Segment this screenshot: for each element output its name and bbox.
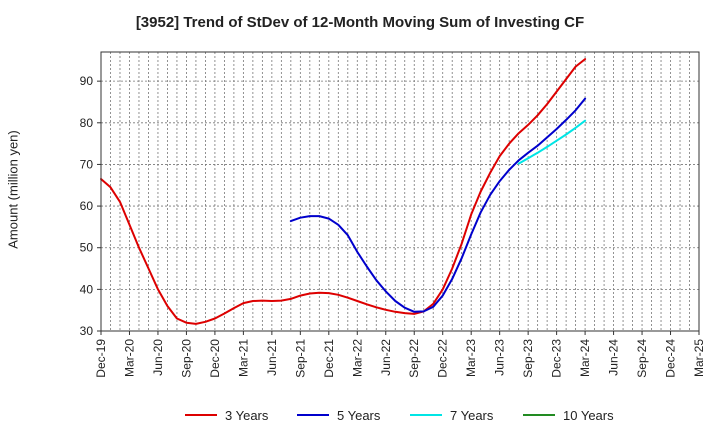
legend-label: 3 Years bbox=[225, 408, 269, 423]
x-tick-label: Sep-23 bbox=[521, 339, 535, 378]
legend-label: 5 Years bbox=[337, 408, 381, 423]
y-tick-label: 70 bbox=[80, 157, 94, 171]
x-tick-label: Jun-22 bbox=[379, 339, 393, 376]
series-line-3-years bbox=[100, 58, 587, 325]
x-axis-ticks: Dec-19 Mar-20 Jun-20 Sep-20 Dec-20 Mar-21 Jun-… bbox=[94, 331, 706, 378]
x-tick-label: Sep-20 bbox=[179, 339, 193, 378]
legend: 3 Years 5 Years 7 Years 10 Years bbox=[185, 408, 614, 423]
series-line-7-years bbox=[517, 119, 587, 165]
y-tick-label: 40 bbox=[80, 282, 94, 296]
x-tick-label: Mar-25 bbox=[692, 339, 706, 377]
x-tick-label: Dec-21 bbox=[322, 339, 336, 378]
legend-label: 10 Years bbox=[563, 408, 614, 423]
x-tick-label: Mar-24 bbox=[578, 339, 592, 377]
grid-lines bbox=[101, 52, 699, 331]
x-tick-label: Jun-21 bbox=[265, 339, 279, 376]
y-tick-label: 90 bbox=[80, 74, 94, 88]
x-tick-label: Sep-22 bbox=[407, 339, 421, 378]
plot-frame bbox=[100, 51, 700, 332]
series-lines bbox=[100, 58, 587, 325]
x-tick-label: Mar-21 bbox=[236, 339, 250, 377]
x-tick-label: Sep-21 bbox=[293, 339, 307, 378]
legend-label: 7 Years bbox=[450, 408, 494, 423]
y-axis-ticks: 30 40 50 60 70 80 90 bbox=[80, 74, 101, 338]
x-tick-label: Dec-23 bbox=[550, 339, 564, 378]
x-tick-label: Jun-24 bbox=[607, 339, 621, 376]
series-line-5-years bbox=[289, 97, 587, 313]
x-tick-label: Mar-20 bbox=[122, 339, 136, 377]
x-tick-label: Dec-20 bbox=[208, 339, 222, 378]
x-tick-label: Dec-22 bbox=[436, 339, 450, 378]
x-tick-label: Dec-24 bbox=[664, 339, 678, 378]
x-tick-label: Dec-19 bbox=[94, 339, 108, 378]
y-tick-label: 50 bbox=[80, 241, 94, 255]
chart-title: [3952] Trend of StDev of 12-Month Moving… bbox=[135, 14, 585, 31]
y-tick-label: 80 bbox=[80, 116, 94, 130]
y-tick-label: 30 bbox=[80, 324, 94, 338]
y-tick-label: 60 bbox=[80, 199, 94, 213]
x-tick-label: Sep-24 bbox=[635, 339, 649, 378]
x-tick-label: Mar-23 bbox=[464, 339, 478, 377]
x-tick-label: Jun-20 bbox=[151, 339, 165, 376]
x-tick-label: Jun-23 bbox=[493, 339, 507, 376]
x-tick-label: Mar-22 bbox=[350, 339, 364, 377]
